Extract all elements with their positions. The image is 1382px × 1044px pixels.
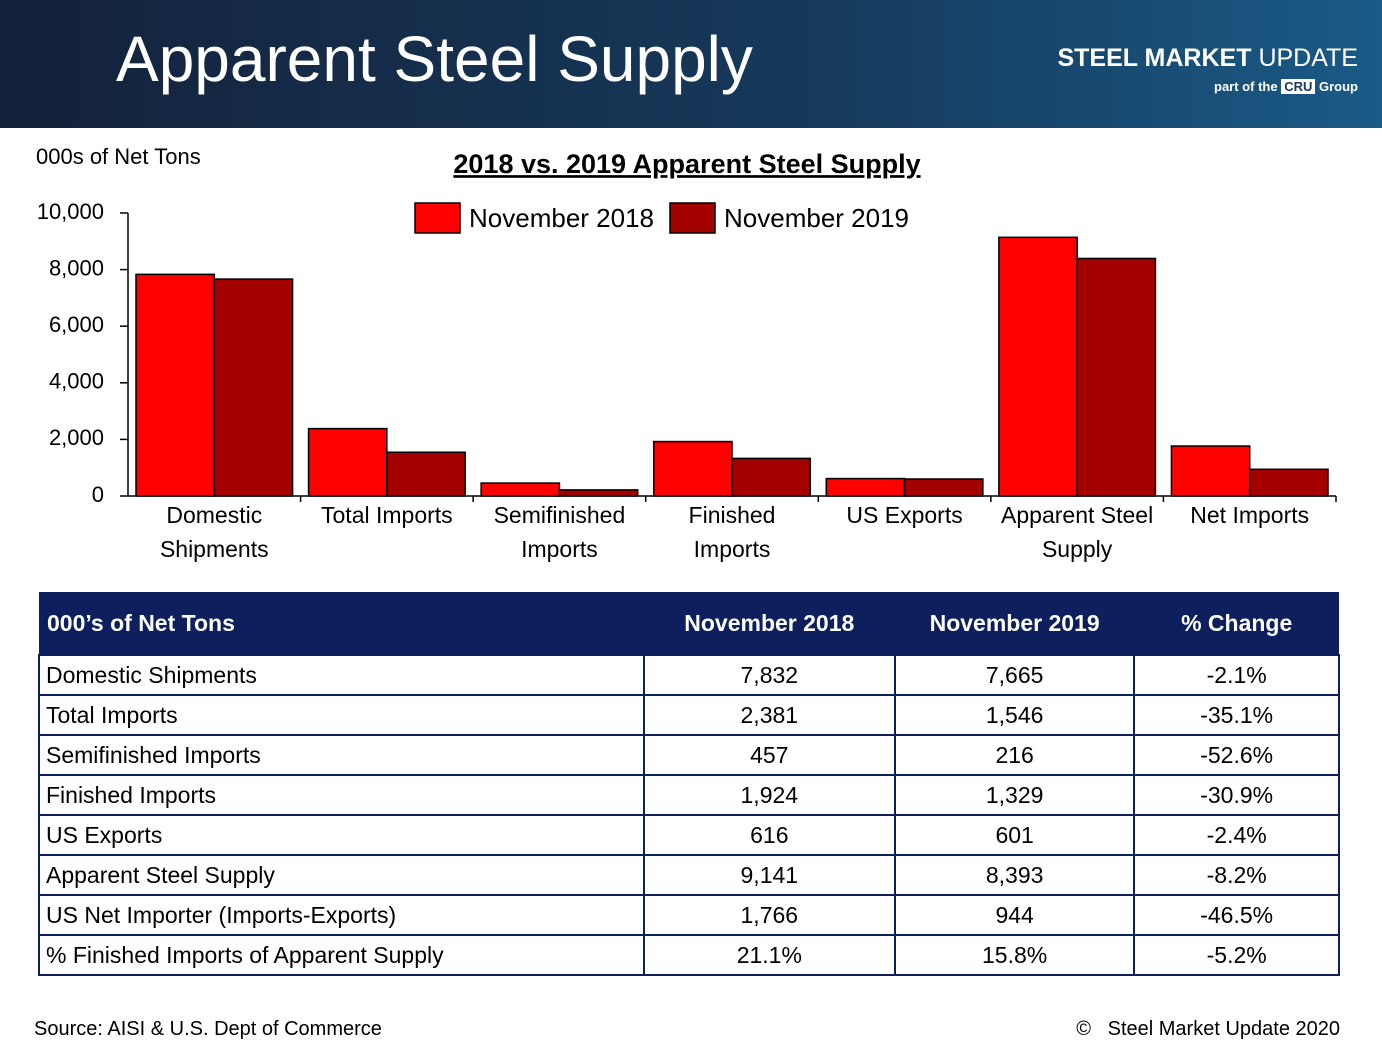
x-tick-label: Semifinished Imports <box>493 502 626 562</box>
table-header-row: 000’s of Net Tons November 2018 November 2… <box>39 592 1339 655</box>
table-cell: 1,329 <box>893 774 1136 816</box>
table-cell: -2.4% <box>1133 814 1340 856</box>
table-cell: -2.1% <box>1133 654 1340 696</box>
table-row: Domestic Shipments 7,832 7,665 -2.1% <box>38 654 1340 696</box>
legend-swatch <box>414 202 461 234</box>
table-cell: Total Imports <box>38 694 645 736</box>
table-cell: 601 <box>893 814 1136 856</box>
tagline: part of the <box>1214 79 1278 94</box>
y-tick-label: 10,000 <box>37 199 104 224</box>
bar <box>480 482 561 497</box>
table-cell: Domestic Shipments <box>38 654 645 696</box>
bar <box>1248 468 1329 497</box>
x-tick-label: Domestic Shipments <box>159 502 269 562</box>
bar <box>903 478 984 497</box>
bar <box>998 236 1078 497</box>
table-cell: US Net Importer (Imports-Exports) <box>38 894 645 936</box>
legend-swatch <box>669 202 716 234</box>
table-row: Apparent Steel Supply 9,141 8,393 -8.2% <box>38 854 1340 896</box>
column-header: November 2019 <box>894 592 1135 655</box>
bar <box>825 477 906 497</box>
table-cell: -8.2% <box>1133 854 1340 896</box>
data-table: 000’s of Net Tons November 2018 November 2… <box>38 592 1340 976</box>
bar <box>1170 445 1251 497</box>
x-tick-label: Apparent Steel Supply <box>1001 502 1154 562</box>
tagline: Group <box>1319 79 1358 94</box>
copyright-symbol: © <box>1076 1018 1091 1040</box>
table-cell: -52.6% <box>1133 734 1340 776</box>
bar <box>307 427 388 497</box>
column-header: November 2018 <box>643 592 895 655</box>
table-cell: Finished Imports <box>38 774 645 816</box>
table-cell: 1,766 <box>642 894 896 936</box>
bar <box>731 457 812 497</box>
table-cell: 8,393 <box>893 854 1136 896</box>
table-cell: -46.5% <box>1133 894 1340 936</box>
y-axis-label: 000s of Net Tons <box>36 144 201 169</box>
y-tick-label: 4,000 <box>49 369 104 394</box>
y-tick-label: 8,000 <box>49 255 104 280</box>
logo-light: UPDATE <box>1258 44 1358 72</box>
source: Source: AISI & U.S. Dept of Commerce <box>34 1018 382 1040</box>
table-cell: US Exports <box>38 814 645 856</box>
table-cell: 7,832 <box>642 654 896 696</box>
chart-title: 2018 vs. 2019 Apparent Steel Supply <box>453 149 920 179</box>
table-cell: 457 <box>642 734 896 776</box>
x-tick-label: Total Imports <box>321 502 453 528</box>
column-header: % Change <box>1134 592 1339 655</box>
table-cell: % Finished Imports of Apparent Supply <box>38 934 645 976</box>
x-tick-label: Net Imports <box>1190 502 1310 528</box>
bar <box>652 440 733 497</box>
table-cell: -35.1% <box>1133 694 1340 736</box>
table-cell: -30.9% <box>1133 774 1340 816</box>
legend-label: November 2019 <box>724 203 909 233</box>
tagline-brand: CRU <box>1281 79 1316 94</box>
table-cell: Apparent Steel Supply <box>38 854 645 896</box>
chart: 000s of Net Tons 2018 vs. 2019 Apparent … <box>36 144 1337 507</box>
bar <box>386 451 466 497</box>
column-header: 000’s of Net Tons <box>39 592 644 655</box>
table-row: US Exports 616 601 -2.4% <box>38 814 1340 856</box>
copyright: © Steel Market Update 2020 <box>1076 1018 1340 1041</box>
table-cell: 944 <box>893 894 1136 936</box>
bar <box>558 489 639 497</box>
table-cell: -5.2% <box>1133 934 1340 976</box>
page-title: Apparent Steel Supply <box>116 23 753 95</box>
copyright-text: Steel Market Update 2020 <box>1107 1018 1340 1040</box>
x-tick-label: US Exports <box>846 502 963 528</box>
header: Apparent Steel Supply STEEL MARKET UPDAT… <box>0 0 1382 128</box>
y-tick-label: 2,000 <box>49 425 104 450</box>
table-row: US Net Importer (Imports-Exports) 1,766 94… <box>38 894 1340 936</box>
legend-label: November 2018 <box>469 203 654 233</box>
table-row: Finished Imports 1,924 1,329 -30.9% <box>38 774 1340 816</box>
table-cell: 1,924 <box>642 774 896 816</box>
table-cell: 7,665 <box>893 654 1136 696</box>
table-cell: 216 <box>893 734 1136 776</box>
table-cell: 1,546 <box>893 694 1136 736</box>
y-tick-label: 6,000 <box>49 312 104 337</box>
table-cell: 2,381 <box>642 694 896 736</box>
table-cell: 9,141 <box>642 854 896 896</box>
table-row: Total Imports 2,381 1,546 -35.1% <box>38 694 1340 736</box>
table-row: Semifinished Imports 457 216 -52.6% <box>38 734 1340 776</box>
table-cell: 616 <box>642 814 896 856</box>
table-cell: Semifinished Imports <box>38 734 645 776</box>
table-cell: 21.1% <box>642 934 896 976</box>
logo: STEEL MARKET UPDATE part of the CRU Grou… <box>1057 44 1358 94</box>
x-tick-label: Finished Imports <box>688 502 776 562</box>
logo-bold: STEEL MARKET <box>1057 44 1252 72</box>
bar <box>1076 257 1157 497</box>
table-cell: 15.8% <box>893 934 1136 976</box>
table-row: % Finished Imports of Apparent Supply 21.… <box>38 934 1340 976</box>
y-tick-label: 0 <box>92 482 104 507</box>
bar <box>213 278 294 497</box>
bar <box>135 273 216 497</box>
